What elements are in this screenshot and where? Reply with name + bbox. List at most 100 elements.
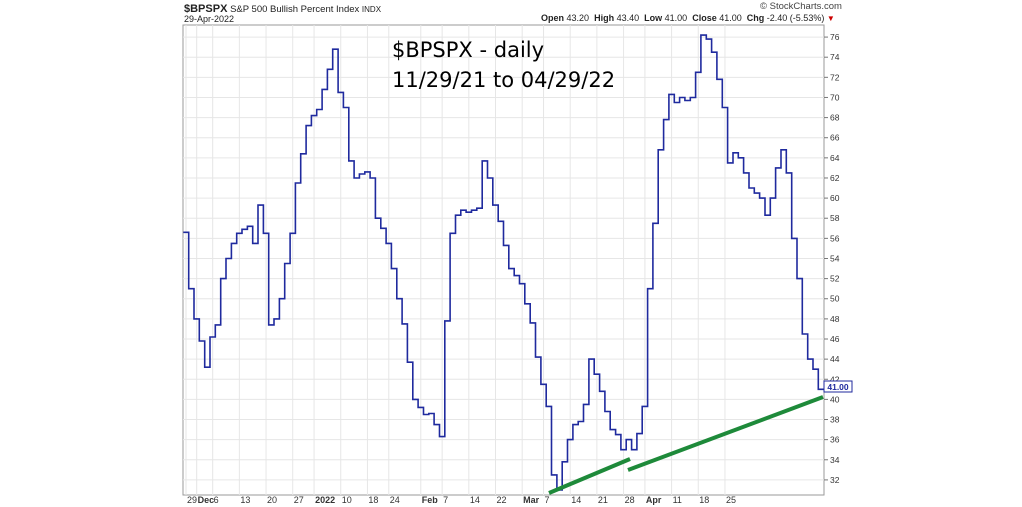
data-point [334, 48, 337, 50]
data-point [644, 405, 646, 408]
x-tick-label: 27 [294, 495, 304, 505]
x-tick-label: 18 [368, 495, 378, 505]
symbol: $BPSPX [184, 3, 228, 15]
data-point [638, 433, 641, 435]
data-point [212, 336, 214, 338]
last-value-marker: 41.00 [823, 380, 853, 393]
data-point [398, 298, 401, 300]
data-point [601, 390, 603, 392]
data-point [574, 423, 577, 426]
grid-lines [183, 25, 824, 495]
x-tick-label: 2022 [315, 495, 335, 505]
data-point [585, 403, 587, 406]
data-point [324, 88, 326, 91]
y-axis-ticks: 32 34 36 38 40 42 44 46 48 50 52 54 56 58 60 62 64 66 68 70… [824, 32, 840, 485]
data-point [441, 436, 443, 438]
data-point [484, 160, 486, 162]
data-point [799, 278, 801, 280]
data-point [249, 225, 251, 227]
data-point [516, 274, 518, 277]
data-point [654, 222, 657, 224]
data-point [729, 162, 731, 164]
data-point [521, 283, 523, 285]
y-tick-label: 76 [830, 32, 840, 42]
data-point [553, 474, 555, 476]
data-point [740, 157, 742, 159]
y-tick-label: 38 [830, 415, 840, 425]
y-tick-label: 52 [830, 274, 840, 284]
data-point [751, 187, 753, 189]
y-tick-label: 40 [830, 394, 840, 404]
trendline-segment-2 [627, 395, 824, 472]
data-point [617, 434, 619, 436]
data-point [724, 106, 726, 109]
data-point [297, 182, 299, 184]
y-tick-label: 46 [830, 334, 840, 344]
data-point [366, 171, 369, 173]
y-tick-label: 58 [830, 213, 840, 223]
data-point [420, 406, 422, 409]
y-tick-label: 56 [830, 233, 840, 243]
annotation-range: 11/29/21 to 04/29/22 [392, 68, 616, 92]
data-point [793, 237, 795, 239]
y-tick-label: 74 [830, 52, 840, 62]
data-point [382, 227, 385, 229]
x-tick-label: 14 [571, 495, 581, 505]
y-tick-label: 62 [830, 173, 840, 183]
data-point [494, 204, 497, 206]
x-tick-label: 7 [443, 495, 448, 505]
data-point [500, 220, 502, 222]
x-tick-label: 25 [726, 495, 736, 505]
data-point [372, 177, 374, 179]
x-tick-label: 18 [699, 495, 709, 505]
data-point [665, 119, 667, 121]
data-point [318, 108, 321, 111]
data-point [708, 38, 710, 40]
data-point [569, 439, 571, 441]
data-point [820, 388, 822, 390]
data-point [628, 439, 630, 441]
data-point [719, 78, 721, 80]
data-point [238, 232, 240, 234]
data-point [329, 68, 331, 70]
x-tick-label: 13 [240, 495, 250, 505]
x-tick-label: Mar [523, 495, 540, 505]
chart-header-left: $BPSPX S&P 500 Bullish Percent Index IND… [184, 3, 381, 15]
data-point [622, 449, 625, 451]
data-point [788, 172, 790, 174]
data-point [590, 358, 593, 360]
data-point [473, 209, 475, 211]
x-tick-label: 24 [390, 495, 400, 505]
y-tick-label: 34 [830, 455, 840, 465]
data-point [548, 405, 550, 408]
y-tick-label: 60 [830, 193, 840, 203]
data-point [505, 244, 507, 247]
x-tick-label: 21 [598, 495, 608, 505]
data-point [254, 242, 256, 244]
y-tick-label: 68 [830, 113, 840, 123]
x-tick-label: Dec [198, 495, 215, 505]
y-tick-label: 72 [830, 72, 840, 82]
data-point [414, 398, 417, 400]
data-point [713, 51, 715, 53]
data-point [649, 288, 651, 290]
data-point [281, 298, 283, 300]
data-point [233, 242, 235, 244]
data-point [452, 232, 454, 234]
data-point [462, 209, 465, 211]
annotation-title: $BPSPX - daily [392, 38, 545, 62]
data-point [190, 288, 192, 290]
data-point [478, 207, 481, 209]
plot-area [182, 24, 825, 496]
data-point [350, 160, 353, 162]
data-point [633, 449, 635, 451]
trendline-segment-1 [548, 457, 631, 495]
data-point [537, 356, 539, 358]
data-point [404, 323, 406, 325]
series-line [183, 34, 824, 491]
x-tick-label: Feb [422, 495, 439, 505]
y-tick-label: 32 [830, 475, 840, 485]
data-point [676, 101, 678, 104]
data-point [681, 96, 683, 99]
down-arrow-icon: ▼ [826, 14, 835, 23]
